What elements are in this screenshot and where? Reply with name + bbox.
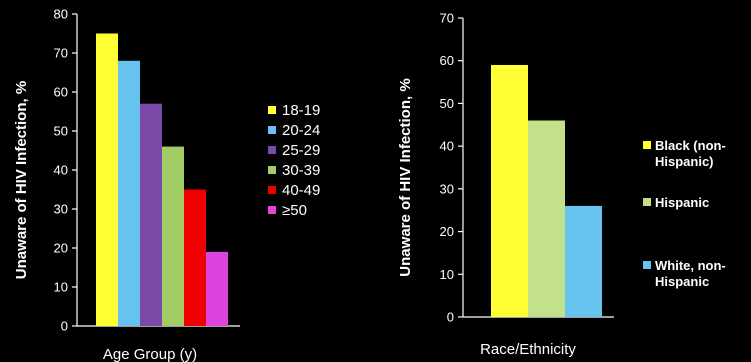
bar-18-19 xyxy=(96,33,118,326)
y-tick-label: 70 xyxy=(440,11,454,26)
legend-label: White, non- xyxy=(655,258,726,273)
legend-label: 40-49 xyxy=(282,182,320,199)
y-tick-label: 30 xyxy=(54,202,68,217)
bar-hispanic xyxy=(528,120,565,317)
legend-swatch xyxy=(268,186,276,194)
y-tick-label: 40 xyxy=(440,139,454,154)
y-tick-label: 60 xyxy=(54,85,68,100)
legend-swatch xyxy=(268,146,276,154)
y-axis-title: Unaware of HIV Infection, % xyxy=(397,78,414,276)
y-tick-label: 50 xyxy=(440,96,454,111)
legend: 18-19 20-24 25-29 30-39 40-49 ≥50 xyxy=(268,102,320,219)
chart-2: 0 10 20 30 40 50 60 70 Unaware of HIV Infection,… xyxy=(397,11,726,359)
bar-30-39 xyxy=(162,146,184,326)
legend-swatch xyxy=(268,106,276,114)
bar-black-non-hispanic- xyxy=(491,64,528,317)
y-tick-label: 0 xyxy=(61,319,68,334)
legend-label: 30-39 xyxy=(282,162,320,179)
y-tick-label: 60 xyxy=(440,53,454,68)
chart-1: 0 10 20 30 40 50 60 70 80 Unaware of HIV Infectio… xyxy=(13,7,320,362)
y-tick-label: 70 xyxy=(54,46,68,61)
legend-swatch xyxy=(643,141,651,149)
bar-20-24 xyxy=(118,60,140,327)
y-tick-label: 80 xyxy=(54,7,68,22)
legend-label: Hispanic xyxy=(655,274,709,289)
y-tick-label: 40 xyxy=(54,163,68,178)
legend-label: 25-29 xyxy=(282,142,320,159)
y-tick-label: 20 xyxy=(54,241,68,256)
y-tick-label: 10 xyxy=(440,267,454,282)
y-axis-title: Unaware of HIV Infection, % xyxy=(13,81,30,279)
legend-swatch xyxy=(268,166,276,174)
bar-25-29 xyxy=(140,103,162,326)
legend-swatch xyxy=(268,126,276,134)
y-tick-label: 10 xyxy=(54,280,68,295)
legend-label: ≥50 xyxy=(282,202,307,219)
legend-label: 18-19 xyxy=(282,102,320,119)
x-axis-title: Race/Ethnicity xyxy=(480,341,576,358)
legend-swatch xyxy=(643,261,651,269)
legend-swatch xyxy=(643,198,651,206)
bar--50 xyxy=(206,251,228,326)
bar-white-non-hispanic xyxy=(565,205,602,317)
legend-label: 20-24 xyxy=(282,122,320,139)
legend-label: Hispanic xyxy=(655,195,709,210)
legend-label: Black (non- xyxy=(655,138,726,153)
legend-swatch xyxy=(268,206,276,214)
x-axis-title: Age Group (y) xyxy=(103,346,197,362)
bar-40-49 xyxy=(184,189,206,326)
legend-label: Hispanic) xyxy=(655,154,714,169)
y-tick-label: 30 xyxy=(440,181,454,196)
y-tick-label: 0 xyxy=(447,310,454,325)
y-tick-label: 20 xyxy=(440,224,454,239)
y-tick-label: 50 xyxy=(54,124,68,139)
